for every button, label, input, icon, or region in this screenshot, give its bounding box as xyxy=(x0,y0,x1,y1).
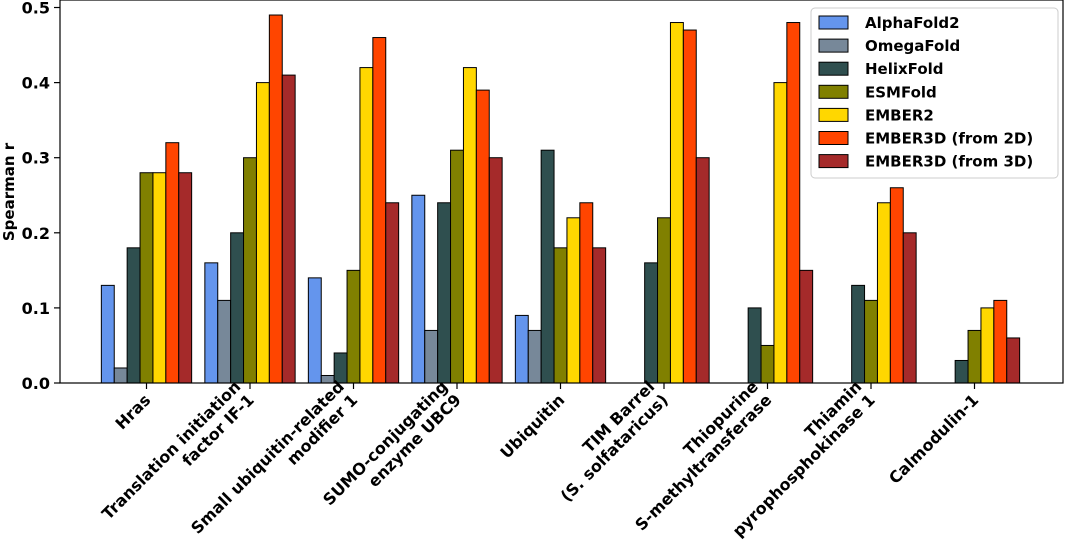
bar-omegafold-3 xyxy=(424,329,439,384)
bar-alphafold2-3 xyxy=(411,194,426,384)
y-tick-label: 0.3 xyxy=(22,149,50,168)
y-axis-label: Spearman r xyxy=(0,142,18,241)
bar-alphafold2-1 xyxy=(204,262,219,384)
y-tick-label: 0.1 xyxy=(22,299,50,318)
bar-helixfold-2 xyxy=(333,352,348,384)
bar-ember3d-from-3d--8 xyxy=(1006,337,1021,384)
bar-esmfold-2 xyxy=(346,269,361,384)
bar-ember2-8 xyxy=(980,307,995,384)
bar-ember2-0 xyxy=(152,172,167,384)
legend-swatch xyxy=(818,38,849,53)
bar-esmfold-0 xyxy=(139,172,154,384)
legend-swatch xyxy=(818,61,849,76)
y-tick-label: 0.4 xyxy=(22,74,50,93)
x-tick-label-line: Ubiquitin xyxy=(496,390,568,462)
bar-helixfold-7 xyxy=(851,284,866,384)
y-tick-label: 0.0 xyxy=(22,374,50,393)
bar-ember2-3 xyxy=(462,67,477,384)
bar-ember3d-from-2d--5 xyxy=(682,29,697,384)
bar-alphafold2-0 xyxy=(100,284,115,384)
x-tick-label: TIM Barrel(S. solfataricus) xyxy=(543,377,672,506)
plot-area-frame xyxy=(59,0,1064,384)
bar-ember3d-from-3d--1 xyxy=(281,74,296,384)
legend-swatch xyxy=(818,154,849,169)
bar-ember3d-from-3d--4 xyxy=(592,247,607,384)
y-tick-label: 0.5 xyxy=(22,0,50,18)
bar-esmfold-7 xyxy=(864,299,878,384)
x-tick-label: Calmodulin-1 xyxy=(885,390,982,487)
bar-ember3d-from-3d--2 xyxy=(385,202,400,384)
bar-ember3d-from-2d--2 xyxy=(372,37,387,384)
bar-helixfold-8 xyxy=(954,359,969,384)
bar-ember3d-from-2d--1 xyxy=(268,14,283,384)
bar-omegafold-4 xyxy=(527,329,542,384)
x-tick-label: Ubiquitin xyxy=(496,390,568,462)
bar-ember3d-from-2d--4 xyxy=(579,202,594,384)
bar-ember2-7 xyxy=(876,202,891,384)
x-tick-label-line: Calmodulin-1 xyxy=(885,390,982,487)
x-tick-label: Translation initiationfactor IF-1 xyxy=(98,377,258,537)
legend-label: AlphaFold2 xyxy=(865,14,960,32)
bar-helixfold-5 xyxy=(644,262,659,384)
bar-helixfold-1 xyxy=(230,232,245,384)
legend-label: ESMFold xyxy=(865,83,937,101)
bar-alphafold2-2 xyxy=(307,277,322,384)
bar-ember3d-from-3d--6 xyxy=(799,269,814,384)
bar-ember3d-from-2d--7 xyxy=(889,187,904,384)
bar-ember3d-from-3d--5 xyxy=(695,157,710,384)
legend-swatch xyxy=(818,15,849,30)
bar-esmfold-4 xyxy=(553,247,568,384)
bar-esmfold-8 xyxy=(967,329,982,384)
bar-ember2-1 xyxy=(255,82,270,384)
bar-helixfold-3 xyxy=(437,202,452,384)
bar-ember3d-from-3d--7 xyxy=(902,232,917,384)
bar-ember2-4 xyxy=(566,217,581,384)
bar-ember3d-from-2d--0 xyxy=(165,142,180,384)
y-axis: 0.0 0.1 0.2 0.3 0.4 0.5 xyxy=(22,0,60,393)
bar-helixfold-6 xyxy=(747,307,762,384)
bar-alphafold2-4 xyxy=(514,314,529,384)
legend-swatch xyxy=(818,84,849,99)
bar-ember3d-from-2d--6 xyxy=(786,22,801,384)
bar-helixfold-0 xyxy=(126,247,141,384)
legend-label: OmegaFold xyxy=(865,37,960,55)
bar-ember3d-from-3d--0 xyxy=(178,172,193,384)
bars-layer xyxy=(100,14,1021,384)
legend-box xyxy=(810,7,1059,179)
bar-ember3d-from-2d--8 xyxy=(993,299,1008,384)
bar-ember2-5 xyxy=(669,22,684,384)
bar-helixfold-4 xyxy=(540,149,555,384)
bar-omegafold-1 xyxy=(217,299,232,384)
bar-esmfold-1 xyxy=(243,157,257,384)
legend-swatch xyxy=(818,107,849,122)
y-tick-label: 0.2 xyxy=(22,224,50,243)
bar-esmfold-3 xyxy=(450,149,464,384)
x-tick-label-line: Hras xyxy=(111,390,154,433)
legend-label: EMBER3D (from 2D) xyxy=(865,130,1033,148)
bar-ember3d-from-3d--3 xyxy=(488,157,503,384)
legend-label: EMBER2 xyxy=(865,106,934,124)
legend-swatch xyxy=(818,131,849,145)
bar-ember3d-from-2d--3 xyxy=(475,89,490,384)
bar-esmfold-5 xyxy=(657,217,671,384)
x-tick-label: Hras xyxy=(111,390,154,433)
bar-omegafold-0 xyxy=(113,367,128,384)
legend-label: EMBER3D (from 3D) xyxy=(865,153,1033,171)
legend-label: HelixFold xyxy=(865,60,944,78)
bar-ember2-2 xyxy=(359,67,374,384)
legend: AlphaFold2 OmegaFold HelixFold ESMFold EMBER… xyxy=(810,7,1059,179)
bar-ember2-6 xyxy=(773,82,788,384)
bar-esmfold-6 xyxy=(760,344,775,384)
